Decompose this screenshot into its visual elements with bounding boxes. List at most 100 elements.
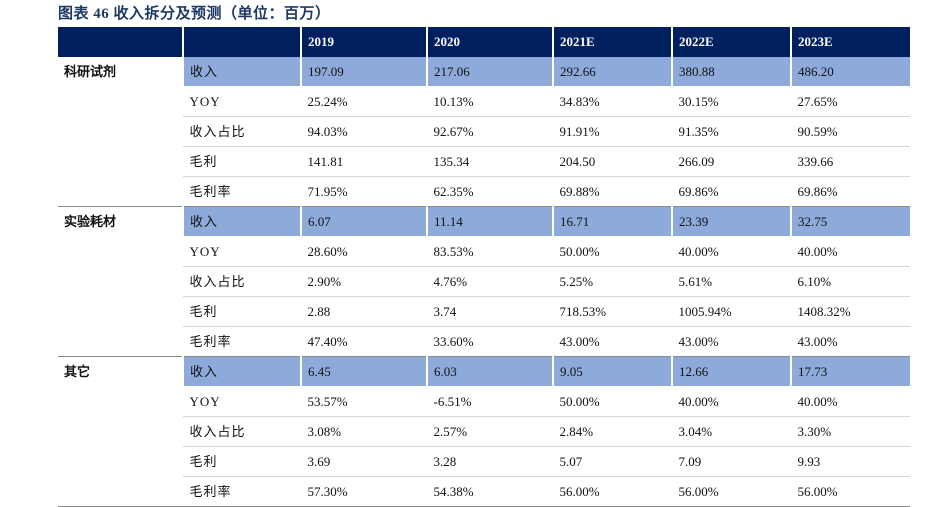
value-cell: 91.35% <box>671 116 791 147</box>
table-row: YOY 53.57% -6.51% 50.00% 40.00% 40.00% <box>58 386 910 417</box>
table-row: 毛利 141.81 135.34 204.50 266.09 339.66 <box>58 146 910 177</box>
value-cell: 1408.32% <box>790 296 910 327</box>
table-row: 实验耗材 收入 6.07 11.14 16.71 23.39 32.75 <box>58 206 910 357</box>
value-cell: 30.15% <box>671 86 791 117</box>
value-cell: 25.24% <box>300 86 427 117</box>
header-cell-segment <box>58 27 183 57</box>
value-cell: 9.93 <box>790 446 910 477</box>
header-cell-2023e: 2023E <box>790 27 910 57</box>
header-cell-2021e: 2021E <box>552 27 672 57</box>
table-row: 其它 收入 6.45 6.03 9.05 12.66 17.73 <box>58 356 910 507</box>
value-cell: 23.39 <box>671 206 791 237</box>
value-cell: 69.86% <box>790 176 910 207</box>
segment-label: 实验耗材 <box>58 206 183 357</box>
value-cell: 3.30% <box>790 416 910 447</box>
value-cell: 34.83% <box>552 86 672 117</box>
table-row: 科研试剂 收入 197.09 217.06 292.66 380.88 486.20 <box>58 57 910 207</box>
figure-title: 图表 46 收入拆分及预测（单位：百万） <box>58 6 331 22</box>
value-cell: 2.90% <box>300 266 427 297</box>
value-cell: 11.14 <box>426 206 553 237</box>
value-cell: 10.13% <box>426 86 553 117</box>
value-cell: 12.66 <box>671 356 791 387</box>
value-cell: 380.88 <box>671 57 791 87</box>
value-cell: 71.95% <box>300 176 427 207</box>
value-cell: 3.28 <box>426 446 553 477</box>
value-cell: 62.35% <box>426 176 553 207</box>
value-cell: 3.69 <box>300 446 427 477</box>
metric-label: 收入占比 <box>182 266 301 297</box>
value-cell: 4.76% <box>426 266 553 297</box>
value-cell: 56.00% <box>790 476 910 507</box>
value-cell: 3.04% <box>671 416 791 447</box>
value-cell: 217.06 <box>426 57 553 87</box>
table-row: 毛利率 57.30% 54.38% 56.00% 56.00% 56.00% <box>58 476 910 507</box>
header-cell-metric <box>182 27 301 57</box>
value-cell: 486.20 <box>790 57 910 87</box>
value-cell: 33.60% <box>426 326 553 357</box>
value-cell: 2.84% <box>552 416 672 447</box>
value-cell: 43.00% <box>671 326 791 357</box>
value-cell: 339.66 <box>790 146 910 177</box>
value-cell: 16.71 <box>552 206 672 237</box>
value-cell: 6.07 <box>300 206 427 237</box>
value-cell: 69.88% <box>552 176 672 207</box>
value-cell: 47.40% <box>300 326 427 357</box>
table-row: YOY 28.60% 83.53% 50.00% 40.00% 40.00% <box>58 236 910 267</box>
metric-label: 毛利率 <box>182 476 301 507</box>
metric-label: 毛利 <box>182 296 301 327</box>
value-cell: 90.59% <box>790 116 910 147</box>
value-cell: 43.00% <box>552 326 672 357</box>
value-cell: 197.09 <box>300 57 427 87</box>
metric-label: YOY <box>182 386 301 417</box>
value-cell: 50.00% <box>552 386 672 417</box>
value-cell: 135.34 <box>426 146 553 177</box>
value-cell: 1005.94% <box>671 296 791 327</box>
value-cell: 2.88 <box>300 296 427 327</box>
value-cell: 56.00% <box>671 476 791 507</box>
value-cell: 54.38% <box>426 476 553 507</box>
value-cell: 6.03 <box>426 356 553 387</box>
value-cell: 32.75 <box>790 206 910 237</box>
table-row: 毛利 2.88 3.74 718.53% 1005.94% 1408.32% <box>58 296 910 327</box>
value-cell: 9.05 <box>552 356 672 387</box>
metric-label: 收入 <box>182 356 301 387</box>
value-cell: 69.86% <box>671 176 791 207</box>
value-cell: 6.10% <box>790 266 910 297</box>
table-row: 收入占比 94.03% 92.67% 91.91% 91.35% 90.59% <box>58 116 910 147</box>
metric-label: 毛利率 <box>182 326 301 357</box>
metric-label: 收入占比 <box>182 416 301 447</box>
value-cell: 40.00% <box>671 386 791 417</box>
value-cell: 718.53% <box>552 296 672 327</box>
segment-label: 科研试剂 <box>58 57 183 207</box>
metric-label: 毛利 <box>182 446 301 477</box>
segment-label: 其它 <box>58 356 183 507</box>
value-cell: 3.74 <box>426 296 553 327</box>
metric-label: 收入占比 <box>182 116 301 147</box>
metric-label: 收入 <box>182 206 301 237</box>
table-row: 毛利率 47.40% 33.60% 43.00% 43.00% 43.00% <box>58 326 910 357</box>
revenue-split-table: 2019 2020 2021E 2022E 2023E 科研试剂 收入 197.09… <box>58 27 910 507</box>
value-cell: 40.00% <box>790 236 910 267</box>
metric-label: YOY <box>182 236 301 267</box>
value-cell: 91.91% <box>552 116 672 147</box>
value-cell: 40.00% <box>671 236 791 267</box>
header-cell-2019: 2019 <box>300 27 427 57</box>
table-row: 收入占比 3.08% 2.57% 2.84% 3.04% 3.30% <box>58 416 910 447</box>
value-cell: 56.00% <box>552 476 672 507</box>
value-cell: 3.08% <box>300 416 427 447</box>
header-cell-2022e: 2022E <box>671 27 791 57</box>
value-cell: 5.61% <box>671 266 791 297</box>
value-cell: 141.81 <box>300 146 427 177</box>
value-cell: 92.67% <box>426 116 553 147</box>
value-cell: 40.00% <box>790 386 910 417</box>
value-cell: 17.73 <box>790 356 910 387</box>
value-cell: 292.66 <box>552 57 672 87</box>
header-cell-2020: 2020 <box>426 27 553 57</box>
metric-label: 毛利率 <box>182 176 301 207</box>
header-row: 2019 2020 2021E 2022E 2023E <box>58 27 910 57</box>
table-body: 科研试剂 收入 197.09 217.06 292.66 380.88 486.20 YOY 2… <box>58 57 910 507</box>
value-cell: 7.09 <box>671 446 791 477</box>
value-cell: 5.07 <box>552 446 672 477</box>
value-cell: 27.65% <box>790 86 910 117</box>
value-cell: 6.45 <box>300 356 427 387</box>
